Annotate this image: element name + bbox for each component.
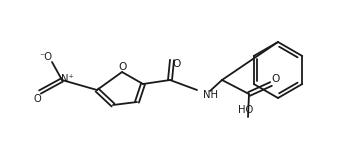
Text: O: O — [33, 94, 41, 104]
Text: NH: NH — [203, 90, 218, 100]
Text: O: O — [173, 59, 181, 69]
Text: ⁻O: ⁻O — [39, 52, 53, 62]
Text: O: O — [272, 74, 280, 84]
Text: HO: HO — [238, 105, 254, 115]
Text: N⁺: N⁺ — [61, 74, 73, 84]
Text: O: O — [119, 62, 127, 72]
